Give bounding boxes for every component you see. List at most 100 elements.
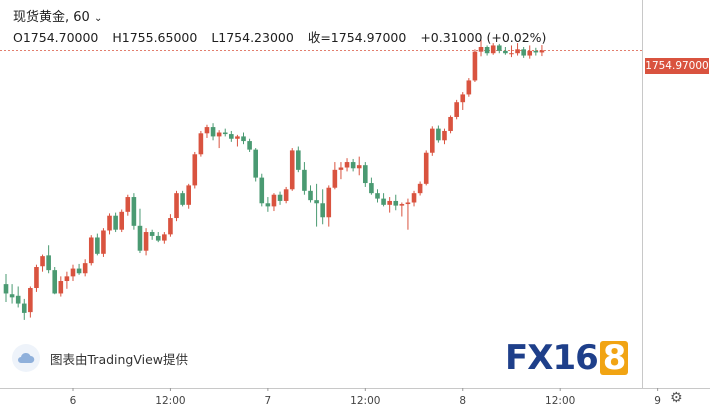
candle-body [180, 193, 185, 205]
candle-body [478, 46, 484, 52]
candle-body [344, 162, 350, 168]
open-value: O1754.70000 [13, 30, 99, 45]
candle-body [277, 194, 283, 201]
candle-body [222, 132, 228, 135]
candle-body [247, 141, 252, 150]
change-value: +0.31000 (+0.02%) [420, 30, 547, 45]
candle-body [125, 197, 131, 212]
candle-body [332, 169, 338, 188]
candle-body [350, 162, 356, 169]
candle-body [448, 116, 453, 131]
candle-body [515, 49, 520, 54]
candle-body [168, 218, 173, 235]
candle-body [52, 270, 58, 294]
x-tick-label: 9 [654, 395, 661, 407]
candle-body [356, 165, 362, 169]
candle-body [143, 232, 149, 251]
candle-body [454, 102, 459, 117]
candle-body [131, 197, 137, 226]
symbol-title[interactable]: 现货黄金, 60 ⌄ [13, 6, 102, 25]
candle-body [229, 134, 234, 139]
candle-body [393, 200, 399, 206]
gear-icon[interactable]: ⚙ [670, 390, 683, 406]
candle-body [58, 281, 64, 294]
candle-body [296, 150, 301, 170]
cloud-icon [12, 344, 40, 372]
logo-fx: FX [505, 338, 553, 378]
candle-body [88, 237, 94, 264]
candle-body [119, 211, 125, 230]
candle-body [283, 189, 289, 201]
candle-body [375, 193, 380, 199]
candle-body [490, 45, 496, 54]
candle-body [460, 94, 466, 103]
candle-body [95, 237, 100, 254]
candle-body [241, 136, 246, 142]
logo-eight: 8 [599, 341, 629, 375]
candle-body [430, 128, 435, 153]
candle-body [314, 200, 319, 204]
candle-body [101, 230, 106, 254]
candle-body [387, 200, 392, 205]
candle-body [107, 215, 112, 231]
candle-body [34, 267, 39, 289]
fx168-logo: FX 16 8 [505, 338, 629, 378]
candle-body [3, 284, 9, 294]
candle-body [235, 136, 240, 139]
symbol-label: 现货黄金, 60 [13, 10, 90, 25]
candle-body [417, 183, 423, 194]
logo-num: 16 [552, 338, 598, 378]
candle-body [527, 50, 533, 56]
chevron-down-icon[interactable]: ⌄ [93, 13, 103, 24]
candle-body [271, 194, 277, 207]
candle-body [363, 165, 368, 184]
candle-body [113, 215, 118, 230]
candle-body [289, 150, 295, 190]
candle-body [369, 183, 374, 194]
candle-body [28, 288, 33, 313]
candle-body [484, 46, 490, 54]
candle-body [198, 133, 204, 155]
x-tick-label: 7 [265, 395, 272, 407]
candle-body [381, 198, 386, 205]
candle-body [472, 51, 478, 81]
candle-body [204, 127, 210, 134]
close-value: 收=1754.97000 [307, 30, 407, 45]
candle-body [155, 235, 161, 241]
candle-body [192, 154, 198, 186]
high-value: H1755.65000 [112, 30, 198, 45]
candle-body [405, 202, 411, 205]
tradingview-credit: 图表由TradingView提供 [50, 351, 189, 367]
candle-body [399, 204, 405, 206]
candle-body [40, 256, 45, 267]
x-tick-label: 12:00 [155, 395, 185, 407]
tradingview-badge[interactable]: 图表由TradingView提供 [12, 344, 188, 372]
candle-body [253, 149, 258, 178]
x-tick-label: 12:00 [545, 395, 575, 407]
candle-body [503, 50, 508, 54]
candle-body [496, 45, 502, 51]
candle-body [308, 190, 313, 201]
candle-body [436, 128, 441, 141]
candle-body [423, 152, 429, 184]
x-tick-label: 6 [70, 395, 77, 407]
candle-body [338, 167, 344, 170]
candle-body [186, 185, 191, 205]
candle-body [210, 127, 216, 137]
candle-body [21, 303, 27, 313]
candle-body [539, 50, 545, 53]
candle-body [9, 294, 15, 298]
candle-body [137, 225, 143, 251]
candle-body [82, 263, 88, 274]
candle-body [533, 50, 539, 53]
candle-body [442, 130, 447, 141]
candle-body [509, 53, 514, 55]
candle-body [326, 187, 332, 218]
low-value: L1754.23000 [211, 30, 294, 45]
candle-body [46, 255, 51, 271]
candle-body [259, 177, 265, 204]
candle-body [174, 193, 179, 219]
candle-body [15, 295, 21, 304]
